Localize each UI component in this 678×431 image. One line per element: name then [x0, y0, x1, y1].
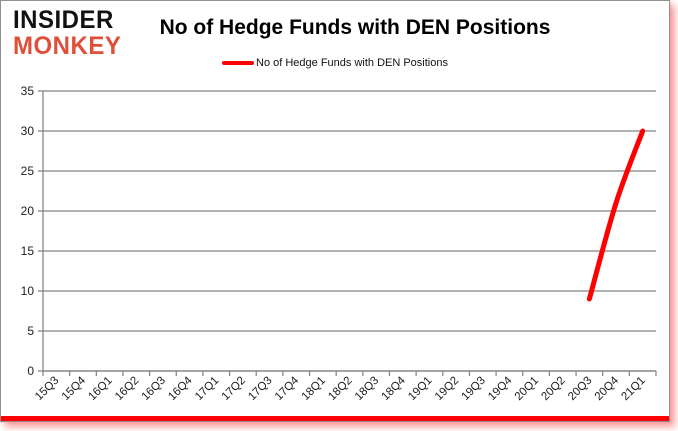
x-tick-label: 16Q4	[166, 374, 195, 403]
logo-line1: INSIDER	[13, 5, 114, 35]
legend-line-swatch	[222, 61, 254, 65]
brand-stripe	[1, 416, 669, 421]
x-tick-label: 20Q4	[593, 374, 622, 403]
y-tick-label: 20	[21, 204, 35, 218]
x-tick-label: 19Q2	[433, 375, 461, 403]
y-tick-label: 0	[27, 364, 34, 378]
logo-line2: MONKEY	[13, 31, 122, 61]
x-tick-label: 18Q4	[380, 374, 409, 403]
y-tick-label: 10	[21, 284, 35, 298]
x-tick-label: 17Q4	[273, 374, 302, 403]
insider-monkey-logo: INSIDER MONKEY	[13, 5, 122, 61]
x-tick-label: 20Q2	[539, 375, 567, 403]
y-tick-label: 35	[21, 84, 35, 98]
legend-label: No of Hedge Funds with DEN Positions	[256, 57, 448, 69]
x-tick-label: 17Q3	[246, 375, 274, 403]
y-tick-label: 15	[21, 244, 35, 258]
x-tick-label: 15Q3	[33, 375, 61, 403]
y-tick-label: 30	[21, 124, 35, 138]
y-tick-label: 5	[27, 324, 34, 338]
x-tick-label: 20Q3	[566, 375, 594, 403]
x-tick-label: 19Q3	[459, 375, 487, 403]
x-tick-label: 18Q2	[326, 375, 354, 403]
x-tick-label: 20Q1	[513, 375, 541, 403]
x-tick-label: 19Q1	[406, 375, 434, 403]
y-tick-label: 25	[21, 164, 35, 178]
x-tick-label: 17Q2	[220, 375, 248, 403]
x-tick-label: 16Q3	[140, 375, 168, 403]
x-tick-label: 19Q4	[486, 374, 515, 403]
x-tick-label: 16Q1	[86, 375, 114, 403]
x-tick-label: 17Q1	[193, 375, 221, 403]
x-tick-label: 21Q1	[619, 375, 647, 403]
x-tick-label: 18Q3	[353, 375, 381, 403]
x-tick-label: 15Q4	[60, 374, 89, 403]
x-tick-label: 16Q2	[113, 375, 141, 403]
legend: No of Hedge Funds with DEN Positions	[1, 57, 669, 69]
chart-title: No of Hedge Funds with DEN Positions	[159, 16, 551, 39]
x-tick-label: 18Q1	[300, 375, 328, 403]
series-line	[586, 128, 646, 302]
